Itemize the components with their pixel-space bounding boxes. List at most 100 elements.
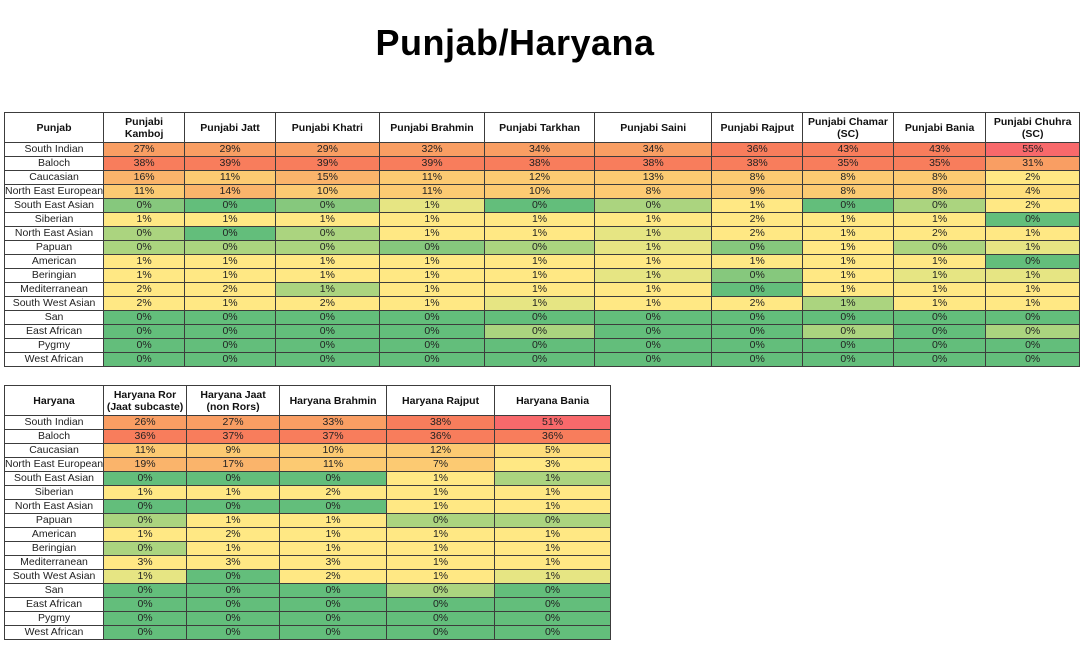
heatmap-cell: 1% (892, 254, 987, 269)
heatmap-cell: 9% (186, 443, 281, 458)
heatmap-cell: 1% (484, 212, 595, 227)
heatmap-cell: 3% (186, 555, 281, 570)
heatmap-cell: 12% (484, 170, 595, 185)
heatmap-cell: 1% (184, 268, 276, 283)
heatmap-cell: 0% (985, 338, 1080, 353)
heatmap-cell: 1% (386, 527, 496, 542)
heatmap-cell: 11% (103, 443, 188, 458)
heatmap-cell: 1% (593, 226, 713, 241)
column-header: Punjabi Tarkhan (484, 112, 595, 143)
heatmap-cell: 35% (892, 156, 987, 171)
heatmap-cell: 1% (494, 471, 612, 486)
table-row: West African 0% 0% 0% 0% 0% 0% 0% 0% 0% 0% (3, 352, 1080, 367)
heatmap-cell: 38% (484, 156, 595, 171)
row-label: Mediterranean (3, 282, 105, 297)
heatmap-cell: 0% (494, 513, 612, 528)
heatmap-cell: 1% (274, 212, 380, 227)
row-label: North East European (3, 184, 105, 199)
heatmap-cell: 1% (802, 212, 894, 227)
heatmap-cell: 1% (186, 513, 281, 528)
heatmap-cell: 0% (892, 310, 987, 325)
heatmap-cell: 0% (184, 198, 276, 213)
heatmap-cell: 0% (985, 310, 1080, 325)
heatmap-cell: 11% (103, 184, 186, 199)
heatmap-cell: 0% (184, 352, 276, 367)
heatmap-cell: 0% (711, 352, 804, 367)
heatmap-cell: 3% (279, 555, 388, 570)
heatmap-cell: 8% (892, 170, 987, 185)
heatmap-cell: 1% (593, 296, 713, 311)
heatmap-cell: 0% (186, 597, 281, 612)
column-header: Haryana Jaat (non Rors) (186, 385, 281, 416)
heatmap-cell: 2% (279, 485, 388, 500)
heatmap-cell: 55% (985, 142, 1080, 157)
haryana-heatmap-table: Haryana Haryana Ror (Jaat subcaste) Haryan… (3, 385, 612, 640)
heatmap-cell: 1% (802, 254, 894, 269)
table-row: Papuan 0% 1% 1% 0% 0% (3, 513, 612, 528)
table-row: San 0% 0% 0% 0% 0% 0% 0% 0% 0% 0% (3, 310, 1080, 325)
heatmap-cell: 1% (892, 282, 987, 297)
row-label: Baloch (3, 156, 105, 171)
heatmap-cell: 0% (802, 198, 894, 213)
column-header: Punjabi Jatt (184, 112, 276, 143)
heatmap-cell: 0% (593, 198, 713, 213)
column-header: Haryana Bania (494, 385, 612, 416)
heatmap-cell: 2% (892, 226, 987, 241)
table-row: South Indian 27% 29% 29% 32% 34% 34% 36% 43% 43% 5… (3, 142, 1080, 157)
header-row: Punjab Punjabi Kamboj Punjabi Jatt Punjabi … (3, 112, 1080, 143)
heatmap-cell: 0% (103, 597, 188, 612)
heatmap-cell: 0% (186, 625, 281, 640)
table-row: North East Asian 0% 0% 0% 1% 1% 1% 2% 1% 2% 1% (3, 226, 1080, 241)
heatmap-cell: 0% (711, 338, 804, 353)
heatmap-cell: 1% (103, 254, 186, 269)
heatmap-cell: 0% (378, 240, 486, 255)
table-row: Mediterranean 2% 2% 1% 1% 1% 1% 0% 1% 1% 1% (3, 282, 1080, 297)
heatmap-cell: 38% (711, 156, 804, 171)
heatmap-cell: 8% (802, 170, 894, 185)
heatmap-cell: 2% (985, 198, 1080, 213)
row-label: South East Asian (3, 198, 105, 213)
heatmap-cell: 11% (378, 170, 486, 185)
column-header: Punjabi Khatri (274, 112, 380, 143)
column-header: Punjabi Saini (593, 112, 713, 143)
heatmap-cell: 39% (378, 156, 486, 171)
heatmap-cell: 8% (593, 184, 713, 199)
column-header: Punjabi Chamar (SC) (802, 112, 894, 143)
heatmap-cell: 1% (484, 254, 595, 269)
heatmap-cell: 17% (186, 457, 281, 472)
heatmap-cell: 1% (186, 485, 281, 500)
heatmap-cell: 0% (279, 611, 388, 626)
table-row: Caucasian 16% 11% 15% 11% 12% 13% 8% 8% 8% 2% (3, 170, 1080, 185)
heatmap-cell: 0% (593, 324, 713, 339)
heatmap-cell: 0% (711, 240, 804, 255)
heatmap-cell: 0% (103, 198, 186, 213)
heatmap-cell: 33% (279, 415, 388, 430)
heatmap-cell: 0% (892, 240, 987, 255)
row-label: North East Asian (3, 226, 105, 241)
heatmap-cell: 0% (279, 499, 388, 514)
heatmap-cell: 13% (593, 170, 713, 185)
heatmap-cell: 29% (184, 142, 276, 157)
heatmap-cell: 0% (892, 198, 987, 213)
table-row: Caucasian 11% 9% 10% 12% 5% (3, 443, 612, 458)
heatmap-cell: 0% (494, 583, 612, 598)
heatmap-cell: 1% (184, 212, 276, 227)
heatmap-cell: 27% (103, 142, 186, 157)
heatmap-cell: 29% (274, 142, 380, 157)
heatmap-cell: 12% (386, 443, 496, 458)
table-row: North East European 11% 14% 10% 11% 10% 8% 9% 8%… (3, 184, 1080, 199)
heatmap-cell: 0% (274, 338, 380, 353)
heatmap-cell: 0% (892, 352, 987, 367)
heatmap-cell: 14% (184, 184, 276, 199)
page-title: Punjab/Haryana (375, 22, 655, 63)
heatmap-cell: 1% (892, 212, 987, 227)
heatmap-cell: 0% (593, 352, 713, 367)
table-row: East African 0% 0% 0% 0% 0% 0% 0% 0% 0% 0% (3, 324, 1080, 339)
heatmap-cell: 1% (186, 541, 281, 556)
heatmap-cell: 1% (279, 527, 388, 542)
heatmap-cell: 31% (985, 156, 1080, 171)
table-row: West African 0% 0% 0% 0% 0% (3, 625, 612, 640)
heatmap-cell: 0% (186, 583, 281, 598)
heatmap-cell: 0% (186, 569, 281, 584)
heatmap-cell: 15% (274, 170, 380, 185)
